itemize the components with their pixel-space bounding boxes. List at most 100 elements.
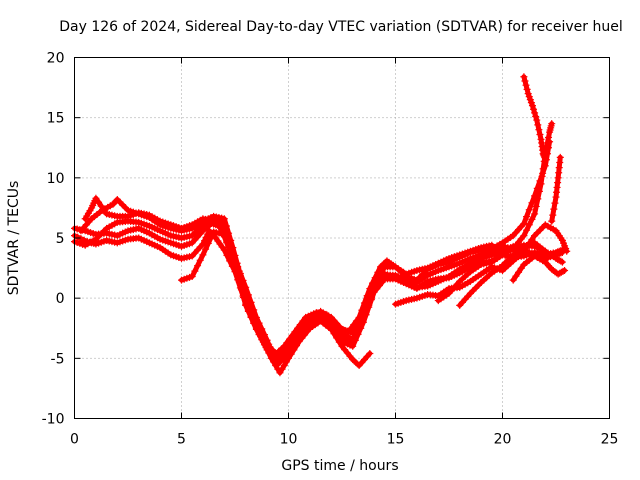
data-point-marker	[258, 329, 266, 337]
data-point-marker	[196, 256, 204, 264]
data-point-marker	[528, 215, 536, 223]
data-point-marker	[521, 77, 529, 85]
data-point-marker	[557, 249, 565, 257]
data-point-marker	[350, 321, 358, 329]
data-point-marker	[234, 264, 242, 272]
data-point-marker	[239, 280, 247, 288]
data-point-marker	[559, 267, 567, 275]
y-tick-label: 0	[56, 291, 65, 307]
data-point-marker	[351, 330, 359, 338]
data-point-marker	[287, 350, 295, 358]
data-point-marker	[539, 165, 547, 173]
series-trace-12	[456, 239, 549, 309]
data-point-marker	[528, 102, 536, 110]
data-point-marker	[535, 187, 543, 195]
data-point-marker	[276, 369, 284, 377]
data-point-marker	[548, 120, 556, 128]
data-point-marker	[378, 261, 386, 269]
data-point-marker	[95, 198, 103, 206]
data-point-marker	[366, 285, 374, 293]
data-point-marker	[202, 245, 210, 253]
y-axis-label: SDTVAR / TECUs	[6, 181, 22, 296]
data-point-marker	[220, 246, 228, 254]
data-point-marker	[199, 251, 207, 259]
data-point-marker	[537, 180, 545, 188]
x-tick-label: 5	[177, 432, 186, 448]
data-point-marker	[522, 81, 530, 89]
data-point-marker	[194, 262, 202, 270]
data-point-marker	[333, 334, 341, 342]
data-point-marker	[204, 239, 212, 247]
data-point-marker	[371, 274, 379, 282]
data-point-marker	[531, 109, 539, 117]
data-point-marker	[532, 202, 540, 210]
data-point-marker	[112, 197, 120, 205]
series-trace-10	[548, 153, 564, 225]
data-point-marker	[278, 365, 286, 373]
data-point-marker	[374, 268, 382, 276]
data-point-marker	[252, 318, 260, 326]
data-point-marker	[222, 222, 230, 230]
data-point-marker	[247, 303, 255, 311]
data-point-marker	[347, 324, 355, 332]
data-point-marker	[517, 264, 525, 272]
data-point-marker	[520, 232, 528, 240]
data-point-marker	[380, 260, 388, 268]
data-point-marker	[330, 330, 338, 338]
x-tick-label: 20	[494, 432, 512, 448]
data-point-marker	[290, 346, 298, 354]
data-point-marker	[357, 319, 365, 327]
data-point-marker	[525, 221, 533, 229]
data-point-marker	[541, 155, 549, 163]
data-point-marker	[558, 258, 566, 266]
data-point-marker	[561, 266, 569, 274]
data-point-marker	[350, 357, 358, 365]
y-tick-label: 10	[47, 171, 65, 187]
data-point-marker	[525, 93, 533, 101]
data-point-marker	[236, 272, 244, 280]
y-tick-label: 20	[47, 51, 65, 67]
data-point-marker	[523, 85, 531, 93]
data-point-marker	[370, 287, 378, 295]
data-point-marker	[552, 251, 560, 259]
data-point-marker	[335, 338, 343, 346]
data-point-marker	[344, 328, 352, 336]
data-point-marker	[92, 194, 100, 202]
data-point-marker	[526, 96, 534, 104]
data-point-marker	[373, 283, 381, 291]
data-point-marker	[549, 211, 557, 219]
data-point-marker	[530, 105, 538, 113]
data-point-marker	[250, 311, 258, 319]
data-point-marker	[532, 112, 540, 120]
data-point-marker	[550, 205, 558, 213]
data-point-marker	[280, 362, 288, 370]
data-point-marker	[282, 358, 290, 366]
data-point-marker	[523, 213, 531, 221]
x-axis: 0 5 10 15 20 25	[70, 57, 619, 448]
data-point-marker	[545, 134, 553, 142]
data-point-marker	[548, 217, 556, 225]
data-point-marker	[226, 243, 234, 251]
data-point-marker	[260, 334, 268, 342]
data-point-marker	[244, 296, 252, 304]
data-point-marker	[354, 360, 362, 368]
data-point-marker	[543, 139, 551, 147]
data-point-marker	[367, 294, 375, 302]
data-point-marker	[77, 235, 85, 243]
data-point-marker	[512, 272, 520, 280]
data-point-marker	[100, 206, 108, 214]
series-trace-3	[71, 215, 374, 377]
data-point-marker	[525, 206, 533, 214]
x-tick-label: 25	[601, 432, 619, 448]
data-point-marker	[270, 358, 278, 366]
data-point-marker	[515, 268, 523, 276]
data-point-marker	[242, 288, 250, 296]
y-tick-label: 5	[56, 231, 65, 247]
data-point-marker	[520, 220, 528, 228]
x-tick-label: 10	[280, 432, 298, 448]
data-point-marker	[255, 324, 263, 332]
data-point-marker	[285, 341, 292, 349]
data-point-marker	[349, 356, 357, 364]
data-point-marker	[375, 279, 383, 287]
